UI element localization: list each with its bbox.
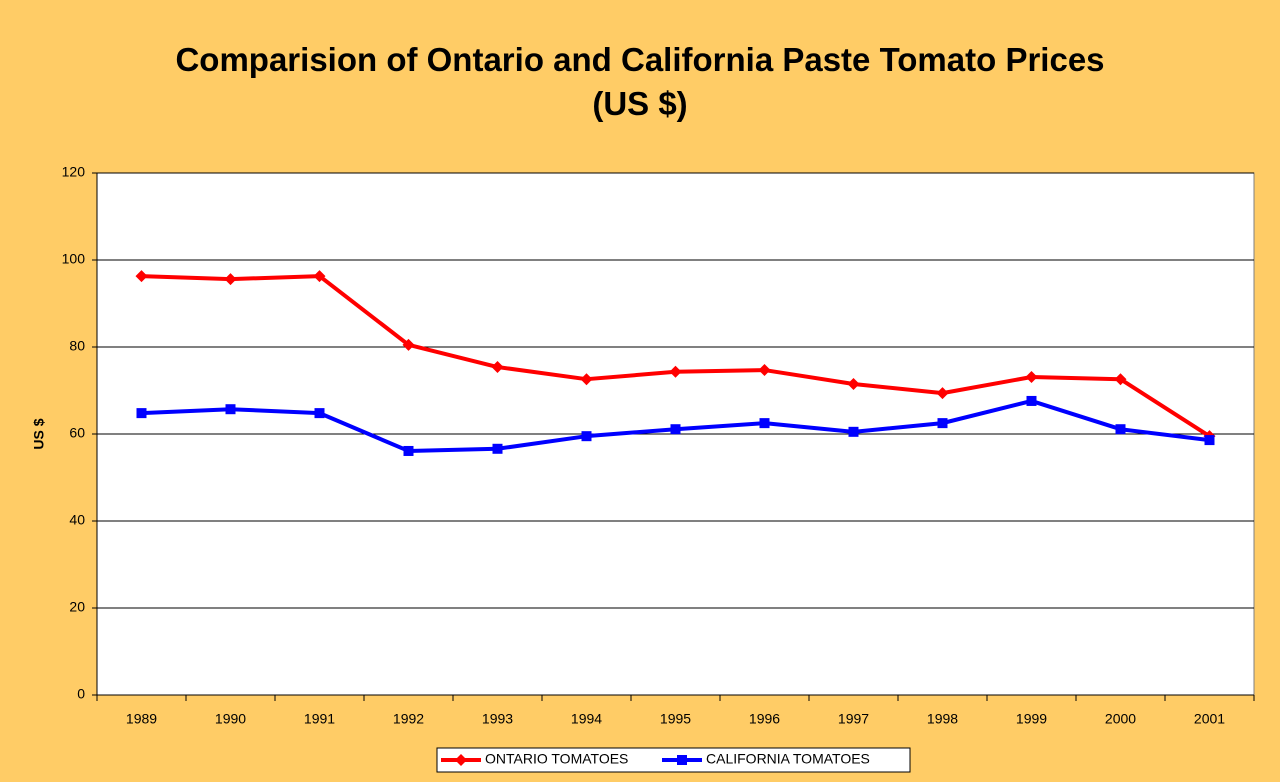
marker: [848, 426, 859, 437]
marker: [224, 273, 237, 286]
marker: [759, 418, 770, 429]
x-tick-label: 1995: [660, 711, 691, 727]
marker: [1204, 435, 1215, 446]
marker: [580, 373, 593, 386]
y-tick-label: 20: [69, 599, 85, 615]
x-tick-label: 1993: [482, 711, 513, 727]
marker: [403, 445, 414, 456]
x-tick-label: 1992: [393, 711, 424, 727]
x-tick-label: 1990: [215, 711, 246, 727]
y-tick-label: 60: [69, 425, 85, 441]
marker: [225, 404, 236, 415]
marker: [136, 408, 147, 419]
marker: [669, 365, 682, 378]
y-tick-label: 0: [77, 686, 85, 702]
marker: [847, 377, 860, 390]
x-tick-label: 1989: [126, 711, 157, 727]
marker: [313, 270, 326, 283]
marker: [581, 431, 592, 442]
y-axis-label: US $: [31, 418, 47, 449]
legend-label: CALIFORNIA TOMATOES: [706, 751, 870, 767]
marker: [135, 270, 148, 283]
legend-label: ONTARIO TOMATOES: [485, 751, 628, 767]
marker: [1114, 373, 1127, 386]
chart-title: Comparision of Ontario and California Pa…: [175, 41, 1105, 122]
marker: [936, 387, 949, 400]
x-tick-label: 1998: [927, 711, 958, 727]
marker: [402, 338, 415, 351]
y-tick-label: 120: [62, 164, 86, 180]
y-tick-label: 100: [62, 251, 86, 267]
x-tick-label: 1997: [838, 711, 869, 727]
x-tick-label: 1999: [1016, 711, 1047, 727]
y-tick-label: 40: [69, 512, 85, 528]
marker: [758, 364, 771, 377]
marker: [314, 408, 325, 419]
x-tick-label: 2000: [1105, 711, 1136, 727]
x-tick-label: 1994: [571, 711, 602, 727]
marker: [1115, 424, 1126, 435]
marker: [455, 754, 467, 766]
marker: [937, 418, 948, 429]
x-tick-label: 2001: [1194, 711, 1225, 727]
marker: [491, 361, 504, 374]
marker: [670, 424, 681, 435]
x-tick-label: 1996: [749, 711, 780, 727]
marker: [1025, 371, 1038, 384]
marker: [492, 443, 503, 454]
x-tick-label: 1991: [304, 711, 335, 727]
marker: [1026, 395, 1037, 406]
y-tick-label: 80: [69, 338, 85, 354]
marker: [677, 755, 687, 765]
